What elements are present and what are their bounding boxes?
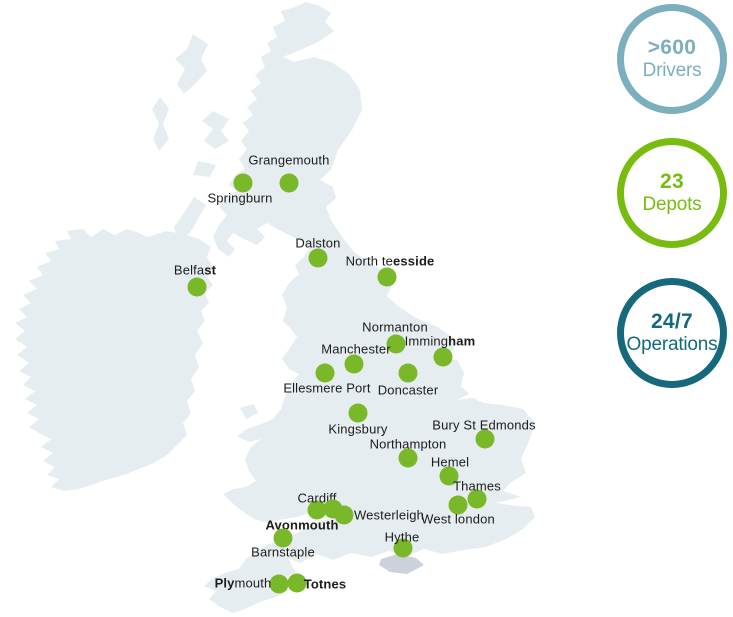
depot-label-hythe: Hythe [384,529,420,545]
depot-dot-kingsbury [348,403,368,423]
depot-label-manchester: Manchester [321,341,391,357]
depot-label-barnstaple: Barnstaple [251,544,315,560]
depot-label-normanton: Normanton [362,319,428,335]
depot-dot-totnes [287,573,307,593]
depot-dot-bury-st-edmonds [475,429,495,449]
depot-label-north-teesside: North teesside [345,253,435,269]
depot-label-west-london: West london [421,511,495,527]
depot-label-plymouth: Plymouth [214,575,272,591]
depot-dot-normanton [386,334,406,354]
depot-label-northampton: Northampton [369,436,447,452]
depot-dot-hemel [439,466,459,486]
depot-label-totnes: Totnes [303,576,347,592]
depot-dot-hythe [393,538,413,558]
depots-label: Depots [642,194,702,216]
drivers-badge: >600 Drivers [617,4,727,114]
depot-dot-barnstaple [273,528,293,548]
depot-label-thames: Thames [453,478,501,494]
depot-dot-springburn [233,173,253,193]
depot-label-grangemouth: Grangemouth [248,152,330,168]
depots-badge: 23 Depots [617,138,727,248]
depot-label-avonmouth: Avonmouth [265,517,339,533]
depot-dot-west-london [448,495,468,515]
depot-label-immingham: Immingham [404,333,476,349]
great-britain-landmass [204,2,535,613]
depot-dot-plymouth [269,574,289,594]
depot-dot-westerleigh [334,505,354,525]
depot-dot-cardiff [307,500,327,520]
depot-dot-dalston [308,248,328,268]
depot-label-hemel: Hemel [430,454,470,470]
drivers-count: >600 [647,36,697,59]
isle-of-wight [379,554,424,574]
depot-label-doncaster: Doncaster [377,382,439,398]
operations-label: Operations [626,334,718,356]
depot-label-bury-st-edmonds: Bury St Edmonds [432,417,536,433]
depot-dot-doncaster [398,363,418,383]
depot-dot-belfast [187,277,207,297]
drivers-label: Drivers [642,60,702,82]
depot-label-kingsbury: Kingsbury [328,421,388,437]
operations-badge: 24/7 Operations [617,278,727,388]
depot-label-springburn: Springburn [207,190,273,206]
depot-label-ellesmere-port: Ellesmere Port [283,380,371,396]
depot-label-belfast: Belfast [173,262,217,278]
depot-dot-manchester [344,354,364,374]
ireland-landmass [15,229,213,491]
operations-count: 24/7 [650,310,694,333]
depot-dot-thames [467,489,487,509]
depot-dot-grangemouth [279,173,299,193]
depot-label-dalston: Dalston [295,235,341,251]
depots-count: 23 [660,170,684,193]
depot-dot-north-teesside [377,267,397,287]
depot-dot-ellesmere-port [315,363,335,383]
depot-dot-northampton [398,448,418,468]
depot-dot-immingham [433,347,453,367]
depot-label-westerleigh: Westerleigh [353,507,425,523]
